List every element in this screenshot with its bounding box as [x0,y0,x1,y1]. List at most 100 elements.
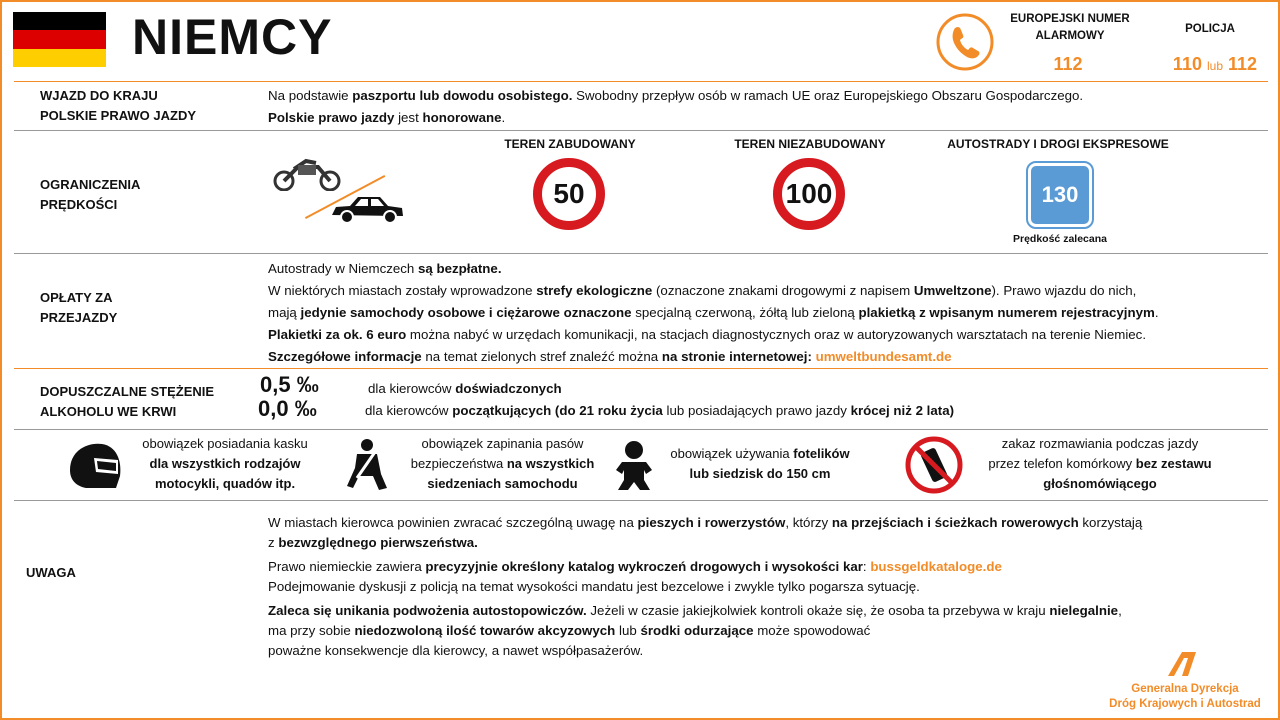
alcohol-limit-1: 0,5 ‰ [260,372,319,397]
text-segment: : [862,559,871,574]
text-line: bezpieczeństwa na wszystkich [395,454,610,474]
text-line: Zaleca się unikania podwożenia autostopo… [268,601,1142,621]
link[interactable]: umweltbundesamt.de [815,349,952,364]
text-segment: może spowodować [753,623,871,638]
speed-sign-rural: 100 [773,158,845,230]
text-segment: specjalną czerwoną, żółtą lub zieloną [631,305,859,320]
text-line: W miastach kierowca powinien zwracać szc… [268,513,1142,533]
text-line: mają jedynie samochody osobowe i ciężaro… [268,302,1159,324]
text-segment: poważne konsekwencje dla kierowcy, a naw… [268,643,644,658]
text-segment: W niektórych miastach zostały wprowadzon… [268,283,537,298]
text-line: W niektórych miastach zostały wprowadzon… [268,280,1159,302]
text-segment: krócej niż 2 lata) [850,403,955,418]
text-segment: strefy ekologiczne [536,283,653,298]
org-name-1: Generalna Dyrekcja [1131,683,1239,695]
text-segment: lub [615,623,641,638]
divider [14,429,1268,430]
motorway-note: Prędkość zalecana [1013,233,1107,245]
text-segment: (oznaczone znakami drogowymi z napisem [652,283,914,298]
text-segment: głośnomówiącego [1043,476,1157,491]
entry-label: WJAZD DO KRAJU POLSKIE PRAWO JAZDY [40,86,196,126]
text-segment: lub posiadających prawo jazdy [662,403,851,418]
tolls-label: OPŁATY ZA PRZEJAZDY [40,288,117,328]
police-label: POLICJA [1185,23,1235,35]
police-number: 110 lub 112 [1165,54,1265,75]
rule-helmet: obowiązek posiadania kasku dla wszystkich… [120,434,330,494]
alcohol-label: DOPUSZCZALNE STĘŻENIE ALKOHOLU WE KRWI [40,382,214,422]
text-segment: lub siedzisk do 150 cm [689,466,831,481]
speed-label-1: OGRANICZENIA [40,177,141,192]
text-segment: zakaz rozmawiania podczas jazdy [1001,436,1199,451]
text-segment: precyzyjnie określony katalog wykroczeń … [425,559,863,574]
text-segment: Prawo niemieckie zawiera [268,559,426,574]
text-segment: Zaleca się unikania podwożenia autostopo… [268,603,587,618]
urban-label: TEREN ZABUDOWANY [504,137,636,151]
text-segment: jest [394,110,423,125]
text-segment: jedynie samochody osobowe i ciężarowe oz… [300,305,632,320]
text-segment: obowiązek używania [670,446,794,461]
text-segment: początkujących (do 21 roku życia [452,403,663,418]
text-segment: mają [268,305,301,320]
text-segment: obowiązek zapinania pasów [421,436,584,451]
phone-icon [936,13,994,71]
german-flag [13,12,106,67]
text-segment: nielegalnie [1049,603,1119,618]
text-line: Plakietki za ok. 6 euro można nabyć w ur… [268,324,1159,346]
text-segment: Plakietki za ok. 6 euro [268,327,407,342]
text-segment: z [268,535,279,550]
text-segment: ). Prawo wjazdu do nich, [991,283,1137,298]
text-segment: środki odurzające [640,623,754,638]
tolls-label-2: PRZEJAZDY [40,310,118,325]
police-number-2: 112 [1228,54,1258,74]
text-segment: Autostrady w Niemczech [268,261,419,276]
emergency-number: 112 [1053,54,1083,74]
motorway-sign: 130 [1026,161,1094,229]
text-line: obowiązek posiadania kasku [120,434,330,454]
notes-label: UWAGA [26,565,76,580]
text-line: Autostrady w Niemczech są bezpłatne. [268,258,1159,280]
header-divider [14,81,1268,82]
entry-label-2: POLSKIE PRAWO JAZDY [40,108,197,123]
text-segment: na przejściach i ścieżkach rowerowych [831,515,1079,530]
text-segment: paszportu lub dowodu osobistego. [352,88,573,103]
note-paragraph: W miastach kierowca powinien zwracać szc… [268,513,1142,553]
motorway-label: AUTOSTRADY I DROGI EKSPRESOWE [947,137,1169,151]
text-segment: przez telefon komórkowy [988,456,1136,471]
text-segment: dla kierowców [365,403,453,418]
emergency-label-2: ALARMOWY [1035,30,1105,42]
tolls-label-1: OPŁATY ZA [40,290,113,305]
text-segment: motocykli, quadów itp. [154,476,296,491]
text-segment: Umweltzone [913,283,992,298]
text-segment: Podejmowanie dyskusji z policją na temat… [268,579,920,594]
text-line: przez telefon komórkowy bez zestawu [965,454,1235,474]
rule-child-seat: obowiązek używania fotelików lub siedzisk… [660,444,860,484]
text-segment: doświadczonych [455,381,562,396]
text-segment: bez zestawu [1135,456,1212,471]
text-line: ma przy sobie niedozwoloną ilość towarów… [268,621,1142,641]
text-segment: pieszych i rowerzystów [637,515,786,530]
car-icon [332,197,403,224]
alcohol-label-1: DOPUSZCZALNE STĘŻENIE [40,384,215,399]
tolls-text: Autostrady w Niemczech są bezpłatne. W ni… [268,258,1159,368]
text-segment: bezpieczeństwa [410,456,507,471]
speed-label-2: PRĘDKOŚCI [40,197,118,212]
alcohol-label-2: ALKOHOLU WE KRWI [40,404,177,419]
text-line: siedzeniach samochodu [395,474,610,494]
helmet-icon [70,443,121,488]
note-paragraph: Prawo niemieckie zawiera precyzyjnie okr… [268,557,1142,597]
text-line: lub siedzisk do 150 cm [660,464,860,484]
rule-seatbelt: obowiązek zapinania pasów bezpieczeństwa … [395,434,610,494]
text-segment: Jeżeli w czasie jakiejkolwiek kontroli o… [586,603,1050,618]
gddkia-logo-icon [1168,652,1196,676]
text-segment: W miastach kierowca powinien zwracać szc… [268,515,638,530]
divider [14,130,1268,131]
text-line: z bezwzględnego pierwszeństwa. [268,533,1142,553]
text-segment: , [1118,603,1122,618]
link[interactable]: bussgeldkataloge.de [870,559,1002,574]
text-line: Na podstawie paszportu lub dowodu osobis… [268,85,1083,107]
text-segment: Na podstawie [268,88,353,103]
entry-text: Na podstawie paszportu lub dowodu osobis… [268,85,1083,129]
divider [14,500,1268,501]
text-segment: fotelików [793,446,850,461]
